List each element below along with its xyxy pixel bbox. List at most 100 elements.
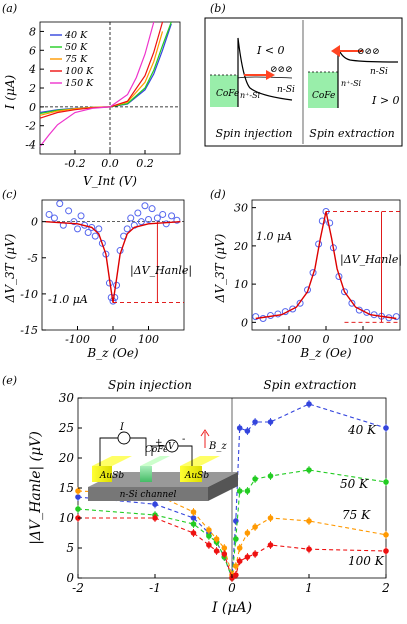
hanle-point: [45, 210, 53, 218]
data-point: [213, 536, 220, 542]
data-point: [236, 545, 243, 551]
e-ytick-label: 25: [58, 421, 74, 435]
data-point: [233, 572, 239, 578]
panel-c-label: (c): [2, 188, 17, 201]
hanle-point: [153, 214, 161, 222]
panel-c-xlabel: B_z (Oe): [86, 346, 139, 360]
arrow-left-icon: [331, 45, 363, 57]
inset-ausb-left: AuSb: [99, 471, 124, 481]
inset-plus: +: [155, 438, 163, 448]
data-point: [190, 509, 197, 515]
panel-c: (c) -100 0 100 0 -5 -10 -15 ΔV_3T (μV) B_z (Oe…: [2, 188, 192, 360]
e-xtick-label: 0: [228, 581, 236, 595]
e-xtick-label: -2: [72, 581, 84, 595]
inset-bz: B_z: [208, 441, 227, 452]
band-curve-left-2: [237, 76, 293, 79]
hanle-point: [137, 218, 145, 226]
hanle-point: [50, 214, 58, 222]
c-ytick-label: -15: [20, 324, 38, 337]
series-label: 40 K: [347, 423, 377, 437]
data-point: [75, 494, 81, 500]
panel-e-left-title: Spin injection: [108, 378, 192, 392]
panel-b-label: (b): [210, 2, 226, 15]
panel-b-cofe-left: CoFe: [216, 89, 239, 99]
panel-a-ticks: -0.2 0.0 0.2 8 6 4 2 0 -2 -4: [25, 25, 153, 170]
ausb-right-top: [180, 456, 220, 466]
data-point: [244, 428, 251, 434]
hanle-point: [168, 212, 176, 220]
hanle-point: [123, 225, 131, 233]
a-xtick-label: 0.2: [136, 157, 154, 170]
e-xtick-label: 1: [305, 581, 313, 595]
panel-b-nplus-right: n⁺-Si: [341, 79, 362, 88]
data-point: [213, 548, 220, 554]
legend-label: 100 K: [65, 66, 94, 77]
data-point: [233, 563, 239, 569]
a-xtick-label: -0.2: [64, 157, 85, 170]
panel-e: (e) Spin injection Spin extraction 40 K 5…: [2, 374, 390, 616]
ausb-left-top: [92, 456, 132, 466]
d-xtick-label: -100: [277, 333, 302, 346]
data-point: [252, 419, 258, 425]
d-ytick-label: 20: [233, 240, 248, 253]
hanle-point: [289, 305, 297, 313]
iv-curve-2: [39, 31, 164, 116]
panel-b: (b) ⊘⊘⊘ I < 0 CoFe n⁺-Si n-Si Spin injec…: [204, 2, 403, 147]
panel-a-xlabel: V_Int (V): [83, 174, 137, 188]
panel-d-label: (d): [210, 188, 226, 201]
data-point: [383, 425, 389, 431]
d-ytick-label: 10: [234, 278, 248, 291]
a-ytick-label: -4: [25, 139, 36, 152]
data-point: [267, 419, 274, 425]
hanle-point: [65, 207, 73, 215]
legend-label: 150 K: [65, 78, 94, 89]
current-source-icon: [117, 431, 131, 445]
e-ytick-label: 20: [58, 451, 75, 465]
e-ytick-label: 0: [66, 571, 74, 585]
circuit-wire-v: [151, 445, 193, 466]
data-point: [190, 515, 197, 521]
ausb-right: [180, 466, 202, 482]
data-point: [267, 542, 274, 548]
hanle-point: [56, 200, 64, 208]
circuit-wire-i: [99, 437, 147, 466]
band-curve-left: [237, 37, 293, 107]
c-xtick-label: 0: [110, 333, 117, 346]
a-ytick-label: -2: [25, 120, 36, 133]
iv-curve-4: [39, 21, 155, 147]
c-ytick-label: 0: [31, 216, 38, 229]
data-point: [75, 506, 81, 512]
d-xtick-label: 100: [353, 333, 374, 346]
e-ytick-label: 30: [59, 391, 75, 405]
cofe-block-right: [308, 72, 338, 108]
hanle-point: [363, 308, 371, 316]
inset-cofe: CoFe: [145, 445, 168, 455]
panel-e-xlabel: I (μA): [211, 600, 252, 616]
hanle-point: [84, 229, 92, 236]
panel-d-current: 1.0 μA: [256, 230, 292, 243]
hanle-point: [127, 214, 135, 222]
data-point: [244, 554, 251, 560]
hanle-point: [88, 223, 96, 231]
c-ytick-label: -5: [27, 252, 38, 265]
panel-e-right-title: Spin extraction: [263, 378, 356, 392]
panel-e-ylabel: |ΔV_Hanle| (μV): [28, 431, 44, 545]
inset-minus: -: [182, 434, 185, 445]
hanle-point: [348, 299, 356, 307]
c-ytick-label: -10: [20, 288, 38, 301]
a-ytick-label: 4: [28, 63, 36, 76]
e-ytick-label: 5: [66, 541, 74, 555]
data-point: [383, 532, 389, 538]
e-ytick-label: 10: [59, 511, 75, 525]
a-ytick-label: 8: [29, 25, 36, 38]
hanle-point: [74, 225, 81, 233]
series-label: 50 K: [340, 477, 369, 491]
data-point: [206, 527, 212, 533]
hanle-point: [145, 216, 152, 223]
data-point: [306, 546, 312, 552]
data-point: [267, 515, 274, 521]
hanle-point: [392, 313, 400, 321]
data-point: [252, 476, 258, 482]
